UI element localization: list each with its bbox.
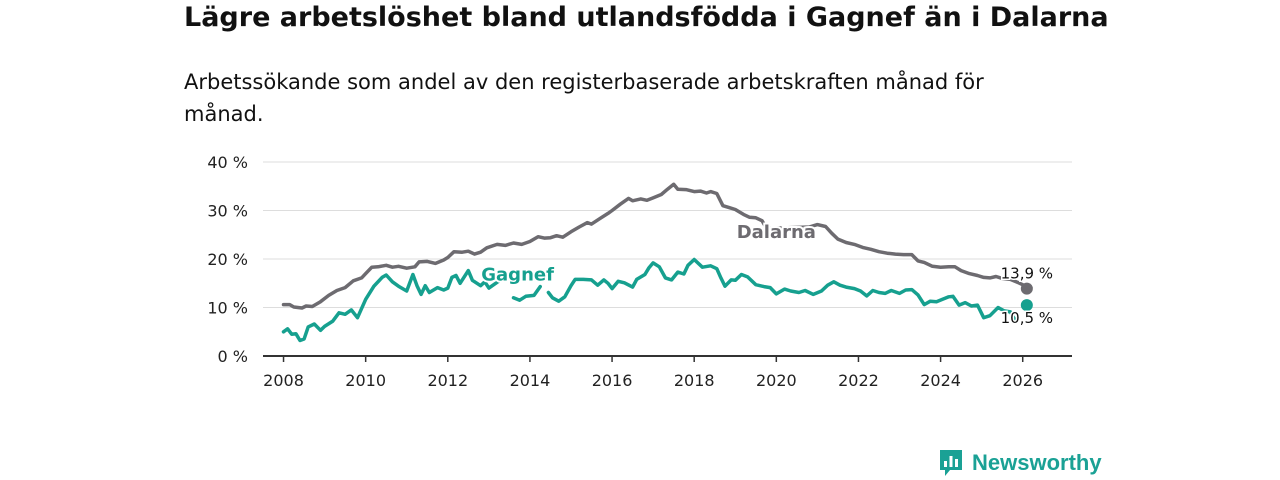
- y-tick-label: 10 %: [207, 299, 248, 318]
- x-tick-label: 2020: [756, 371, 797, 390]
- newsworthy-logo[interactable]: Newsworthy: [938, 448, 1102, 478]
- axis-layer: 0 % 10 % 20 % 30 % 40 % 2008 2010 2012 2014 2016 2…: [207, 153, 1072, 390]
- label-layer: Dalarna Gagnef 13,9 % 10,5 %: [479, 220, 1054, 328]
- series-line-gagnef: [281, 257, 1017, 343]
- x-tick-label: 2024: [920, 371, 961, 390]
- x-tick-label: 2016: [592, 371, 633, 390]
- x-tick-label: 2008: [263, 371, 304, 390]
- end-label-gagnef: 10,5 %: [1001, 309, 1053, 327]
- chart-subtitle: Arbetssökande som andel av den registerb…: [184, 70, 984, 126]
- series-label-gagnef: Gagnef: [481, 264, 554, 285]
- x-tick-label: 2012: [427, 371, 468, 390]
- end-marker-gagnef: [1020, 299, 1033, 312]
- chart-title: Lägre arbetslöshet bland utlandsfödda i …: [184, 2, 1109, 33]
- series-layer: [281, 182, 1033, 343]
- series-line-dalarna: [281, 182, 1033, 310]
- bar-chart-speech-icon: [940, 450, 962, 476]
- x-tick-label: 2010: [345, 371, 386, 390]
- y-tick-label: 20 %: [207, 250, 248, 269]
- brand-name: Newsworthy: [972, 450, 1102, 475]
- x-tick-label: 2018: [674, 371, 715, 390]
- y-tick-label: 0 %: [218, 347, 248, 366]
- end-label-dalarna: 13,9 %: [1001, 265, 1053, 283]
- grid-layer: [263, 161, 1072, 308]
- y-tick-label: 40 %: [207, 153, 248, 172]
- series-label-dalarna: Dalarna: [737, 222, 816, 243]
- x-tick-label: 2022: [838, 371, 879, 390]
- end-marker-dalarna: [1020, 282, 1033, 295]
- x-tick-label: 2026: [1002, 371, 1043, 390]
- y-tick-label: 30 %: [207, 202, 248, 221]
- x-tick-label: 2014: [510, 371, 551, 390]
